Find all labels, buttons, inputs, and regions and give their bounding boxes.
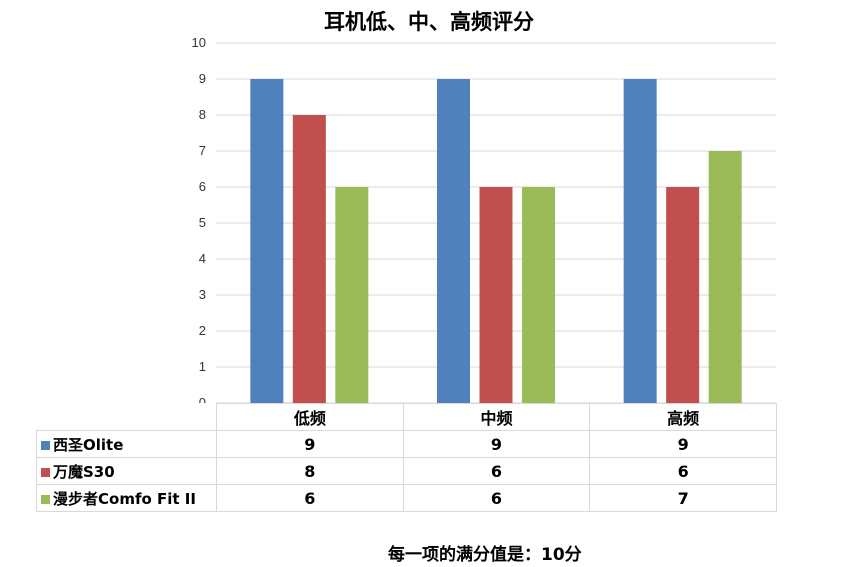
footnote: 每一项的满分值是：10分 [388,545,582,565]
table-corner [36,403,217,431]
y-tick-label: 3 [199,287,206,302]
y-axis: 0 1 2 3 4 5 6 7 8 9 10 [192,35,206,403]
data-value: 9 [216,430,404,458]
bar [708,151,742,403]
bars [250,79,742,403]
bar [335,187,369,403]
data-value: 6 [589,457,777,485]
bar [479,187,513,403]
bar [292,115,326,403]
y-tick-label: 7 [199,143,206,158]
y-tick-label: 2 [199,323,206,338]
series-name: 漫步者Comfo Fit II [53,489,196,508]
category-label: 中频 [402,403,591,431]
series-legend-cell: 西圣Olite [36,430,217,458]
bar-chart-plot: 0 1 2 3 4 5 6 7 8 9 10 [192,35,776,403]
category-label: 高频 [589,403,777,431]
bar [666,187,700,403]
series-legend-cell: 万魔S30 [36,457,217,485]
series-legend-cell: 漫步者Comfo Fit II [36,484,217,512]
data-value: 7 [589,484,777,512]
bar [437,79,470,403]
y-tick-label: 1 [199,359,206,374]
y-tick-label: 6 [199,179,206,194]
legend-swatch [41,467,50,477]
bar [250,79,284,403]
data-value: 9 [402,430,591,458]
data-value: 6 [402,457,591,485]
legend-swatch [41,494,50,504]
data-value: 9 [589,430,777,458]
y-tick-label: 0 [199,395,206,403]
table-row: 万魔S30 8 6 6 [36,457,777,485]
table-row: 西圣Olite 9 9 9 [36,430,777,458]
data-value: 6 [402,484,591,512]
bar [623,79,657,403]
series-name: 万魔S30 [53,462,115,481]
y-tick-label: 5 [199,215,206,230]
data-value: 6 [216,484,404,512]
y-tick-label: 9 [199,71,206,86]
y-tick-label: 10 [192,35,206,50]
table-header-row: 低频 中频 高频 [36,403,777,431]
category-label: 低频 [216,403,404,431]
bar [522,187,555,403]
data-value: 8 [216,457,404,485]
chart-title: 耳机低、中、高频评分 [324,10,534,34]
legend-swatch [41,440,50,450]
y-tick-label: 8 [199,107,206,122]
series-name: 西圣Olite [53,435,124,454]
table-row: 漫步者Comfo Fit II 6 6 7 [36,484,777,512]
data-table: 低频 中频 高频 西圣Olite 9 9 9 万魔S30 8 6 6 漫步者Comfo Fit II 6… [36,403,777,512]
y-tick-label: 4 [199,251,206,266]
